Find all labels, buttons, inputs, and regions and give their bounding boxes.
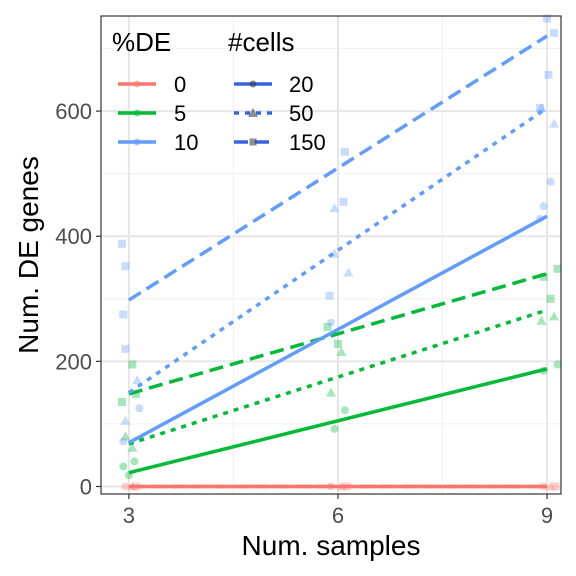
- data-point: [544, 70, 553, 79]
- legend-title-de: %DE: [112, 27, 171, 57]
- legend-label-de: 0: [174, 72, 186, 97]
- data-point: [120, 415, 131, 425]
- data-point: [119, 310, 128, 319]
- legend-label-cells: 20: [289, 72, 313, 97]
- data-point: [536, 315, 547, 325]
- data-point: [127, 442, 138, 452]
- y-tick-label: 400: [55, 224, 92, 249]
- data-point: [135, 404, 144, 413]
- panel-border: [100, 15, 562, 495]
- legend-key-point: [133, 80, 141, 88]
- fit-line: [127, 34, 548, 302]
- legend-label-de: 10: [174, 130, 198, 155]
- legend-key-point: [248, 108, 258, 117]
- data-point: [340, 406, 349, 415]
- data-point: [131, 389, 140, 398]
- data-point: [130, 457, 139, 466]
- data-point: [543, 14, 552, 23]
- legend-key-point: [249, 80, 257, 88]
- fit-line: [128, 214, 548, 445]
- axes: 0 200 400 600 3 6 9: [55, 99, 553, 528]
- data-point: [119, 462, 128, 471]
- fit-lines: [127, 34, 549, 489]
- fit-line: [128, 272, 548, 396]
- data-point: [343, 267, 354, 277]
- data-point: [550, 28, 559, 37]
- data-point: [121, 262, 130, 271]
- y-tick-label: 0: [80, 474, 92, 499]
- data-point: [339, 197, 348, 206]
- y-axis-title: Num. DE genes: [13, 156, 44, 354]
- data-point: [539, 202, 548, 211]
- data-point: [327, 318, 335, 327]
- legend-label-cells: 150: [289, 130, 326, 155]
- data-point: [553, 360, 562, 369]
- data-point: [119, 437, 128, 446]
- data-point: [325, 291, 334, 300]
- x-axis-title: Num. samples: [242, 530, 421, 561]
- data-point: [336, 346, 347, 356]
- data-point: [329, 203, 340, 213]
- data-point: [545, 481, 556, 491]
- y-tick-label: 200: [55, 349, 92, 374]
- x-tick-label: 3: [123, 503, 135, 528]
- data-point: [546, 177, 555, 186]
- data-point: [539, 272, 548, 281]
- legend-key-point: [133, 138, 141, 146]
- data-point: [333, 339, 342, 348]
- data-point: [549, 118, 560, 128]
- legend: %DE #cells 0 5 10 20 50 150: [112, 27, 326, 155]
- legend-label-de: 5: [174, 101, 186, 126]
- data-point: [536, 102, 547, 112]
- legend-key-point: [249, 138, 257, 146]
- y-tick-label: 600: [55, 99, 92, 124]
- data-point: [553, 264, 562, 273]
- data-point: [323, 322, 332, 331]
- data-point: [117, 239, 126, 248]
- data-point: [549, 311, 560, 321]
- x-tick-label: 6: [332, 503, 344, 528]
- x-tick-label: 9: [541, 503, 553, 528]
- grid: [101, 16, 561, 494]
- data-points: [117, 14, 562, 491]
- fit-line: [127, 106, 549, 395]
- data-point: [536, 103, 545, 112]
- data-point: [121, 344, 130, 353]
- data-point: [120, 431, 131, 441]
- data-point: [340, 147, 349, 156]
- legend-label-cells: 50: [289, 101, 313, 126]
- data-point: [132, 375, 143, 385]
- fit-line: [128, 367, 548, 475]
- data-point: [551, 482, 560, 491]
- data-point: [546, 294, 555, 303]
- data-point: [117, 398, 126, 407]
- data-point: [326, 387, 336, 397]
- data-point: [330, 424, 339, 433]
- legend-key-point: [133, 109, 141, 117]
- data-point: [128, 360, 137, 369]
- fit-line: [128, 308, 548, 446]
- legend-title-cells: #cells: [228, 27, 294, 57]
- data-point: [121, 482, 130, 491]
